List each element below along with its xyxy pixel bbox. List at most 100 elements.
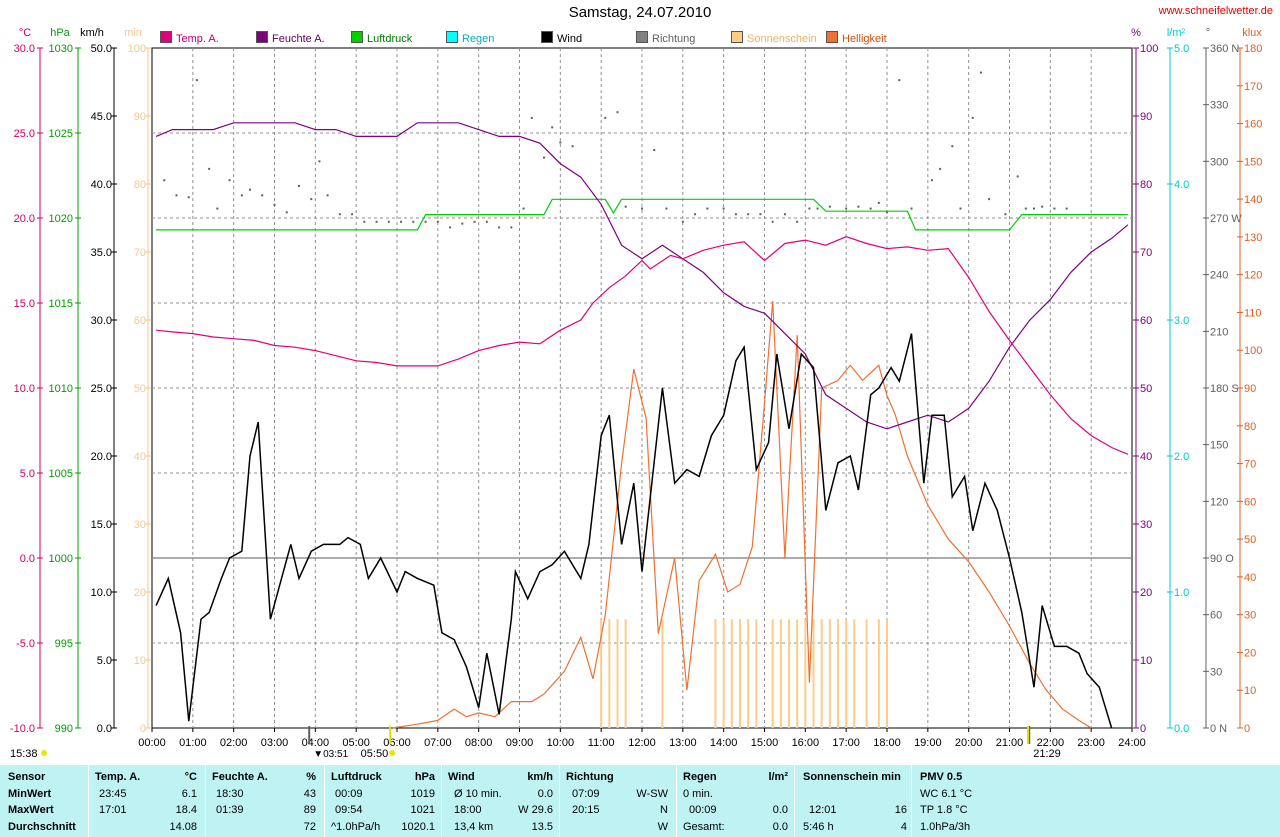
direction-point [543, 156, 545, 159]
temp-tick-label: 0.0 [20, 553, 35, 565]
direction-tick-label: 120 [1210, 496, 1228, 508]
stats-separator [794, 765, 795, 837]
stats-duration: 5:46 h [803, 821, 834, 833]
direction-point [273, 203, 276, 206]
pressure-tick-label: 995 [55, 638, 73, 650]
sunshine-tick-label: 90 [134, 111, 146, 123]
stats-value: 1.0hPa/3h [920, 821, 971, 833]
brightness-tick-label: 170 [1244, 81, 1262, 93]
wind-tick-label: 35.0 [91, 247, 112, 259]
sunshine-tick-label: 100 [128, 43, 146, 55]
stats-col-direction: Richtung 07:09 W-SW 20:15 N W [560, 765, 676, 837]
legend-label: Feuchte A. [272, 33, 325, 45]
humidity-axis-unit: % [1131, 27, 1141, 39]
direction-point [163, 179, 166, 182]
sun-icon [41, 750, 47, 756]
sunshine-tick-label: 40 [134, 451, 146, 463]
brightness-tick-label: 120 [1244, 270, 1262, 282]
brightness-tick-label: 10 [1244, 685, 1256, 697]
legend-item-humidity: Feuchte A. [256, 31, 325, 45]
direction-point [424, 220, 427, 223]
x-tick-label: 00:00 [138, 737, 166, 749]
brightness-tick-label: 130 [1244, 232, 1262, 244]
stats-value: 72 [303, 821, 316, 833]
dawn-label: ▼03:51 [313, 749, 348, 760]
x-tick-label: 01:00 [179, 737, 207, 749]
direction-point [808, 207, 811, 210]
direction-point [338, 213, 341, 216]
stats-time: 17:01 [99, 804, 127, 816]
stats-time: Ø 10 min. [454, 788, 502, 800]
site-url[interactable]: www.schneifelwetter.de [1158, 5, 1273, 17]
direction-point [228, 179, 231, 182]
wind-tick-label: 40.0 [91, 179, 112, 191]
direction-point [877, 201, 880, 204]
legend-label: Richtung [652, 33, 696, 45]
stats-time: 23:45 [99, 788, 127, 800]
x-tick-label: 18:00 [873, 737, 901, 749]
legend-label: Luftdruck [367, 33, 413, 45]
brightness-tick-label: 30 [1244, 610, 1256, 622]
series-line-luftdruck [156, 198, 1128, 231]
stats-header: Sensor [8, 771, 46, 783]
brightness-tick-label: 90 [1244, 383, 1256, 395]
direction-point [351, 213, 354, 216]
wind-tick-label: 20.0 [91, 451, 112, 463]
stats-value: 1020.1 [401, 821, 435, 833]
stats-separator [441, 765, 442, 837]
direction-point [1053, 207, 1056, 210]
stats-value: 14.08 [169, 821, 197, 833]
direction-point [771, 220, 774, 223]
direction-point [551, 126, 554, 129]
wind-tick-label: 45.0 [91, 111, 112, 123]
rain-tick-label: 2.0 [1174, 451, 1189, 463]
legend-item-wind: Wind [541, 31, 582, 45]
direction-point [869, 207, 872, 210]
direction-point [208, 167, 211, 170]
direction-point [930, 179, 933, 182]
stats-header: Temp. A. [95, 771, 141, 783]
legend-swatch [541, 31, 553, 43]
humidity-tick-label: 90 [1140, 111, 1152, 123]
legend-item-pressure: Luftdruck [351, 31, 412, 45]
stats-col-sensor: Sensor MinWert MaxWert Durchschnitt [0, 765, 88, 837]
stats-time: 18:30 [216, 788, 244, 800]
chart-title: Samstag, 24.07.2010 [568, 4, 712, 21]
stats-trend: ^1.0hPa/h [331, 821, 381, 833]
stats-time: 01:39 [216, 804, 244, 816]
rain-tick-label: 4.0 [1174, 179, 1189, 191]
wind-tick-label: 25.0 [91, 383, 112, 395]
stats-unit: hPa [414, 771, 435, 783]
stats-header: Wind [448, 771, 475, 783]
temp-tick-label: 20.0 [14, 213, 35, 225]
stats-header: Richtung [566, 771, 614, 783]
direction-point [796, 220, 799, 223]
pressure-tick-label: 1015 [49, 298, 73, 310]
stats-header: Luftdruck [331, 771, 382, 783]
rain-tick-label: 5.0 [1174, 43, 1189, 55]
direction-point [175, 194, 178, 197]
stats-col-temp: Temp. A. °C 23:45 6.1 17:01 18.4 14.08 [89, 765, 205, 837]
brightness-tick-label: 180 [1244, 43, 1262, 55]
stats-time: 09:54 [335, 804, 363, 816]
x-tick-label: 23:00 [1077, 737, 1105, 749]
legend-label: Wind [557, 33, 583, 45]
temp-tick-label: 10.0 [14, 383, 35, 395]
direction-point [759, 213, 762, 216]
direction-point [653, 149, 656, 151]
sunshine-tick-label: 70 [134, 247, 146, 259]
direction-point [959, 207, 962, 210]
legend-swatch [351, 31, 363, 43]
direction-tick-label: 150 [1210, 440, 1228, 452]
wind-tick-label: 10.0 [91, 587, 112, 599]
direction-point [845, 207, 848, 210]
stats-value: TP 1.8 °C [920, 804, 968, 816]
direction-tick-label: 300 [1210, 156, 1228, 168]
legend-label: Temp. A. [176, 33, 219, 45]
x-tick-label: 09:00 [506, 737, 534, 749]
temp-axis-unit: °C [19, 27, 31, 39]
direction-point [898, 79, 901, 82]
sunshine-tick-label: 0 [140, 723, 146, 735]
x-tick-label: 20:00 [955, 737, 983, 749]
legend-swatch [160, 31, 172, 43]
